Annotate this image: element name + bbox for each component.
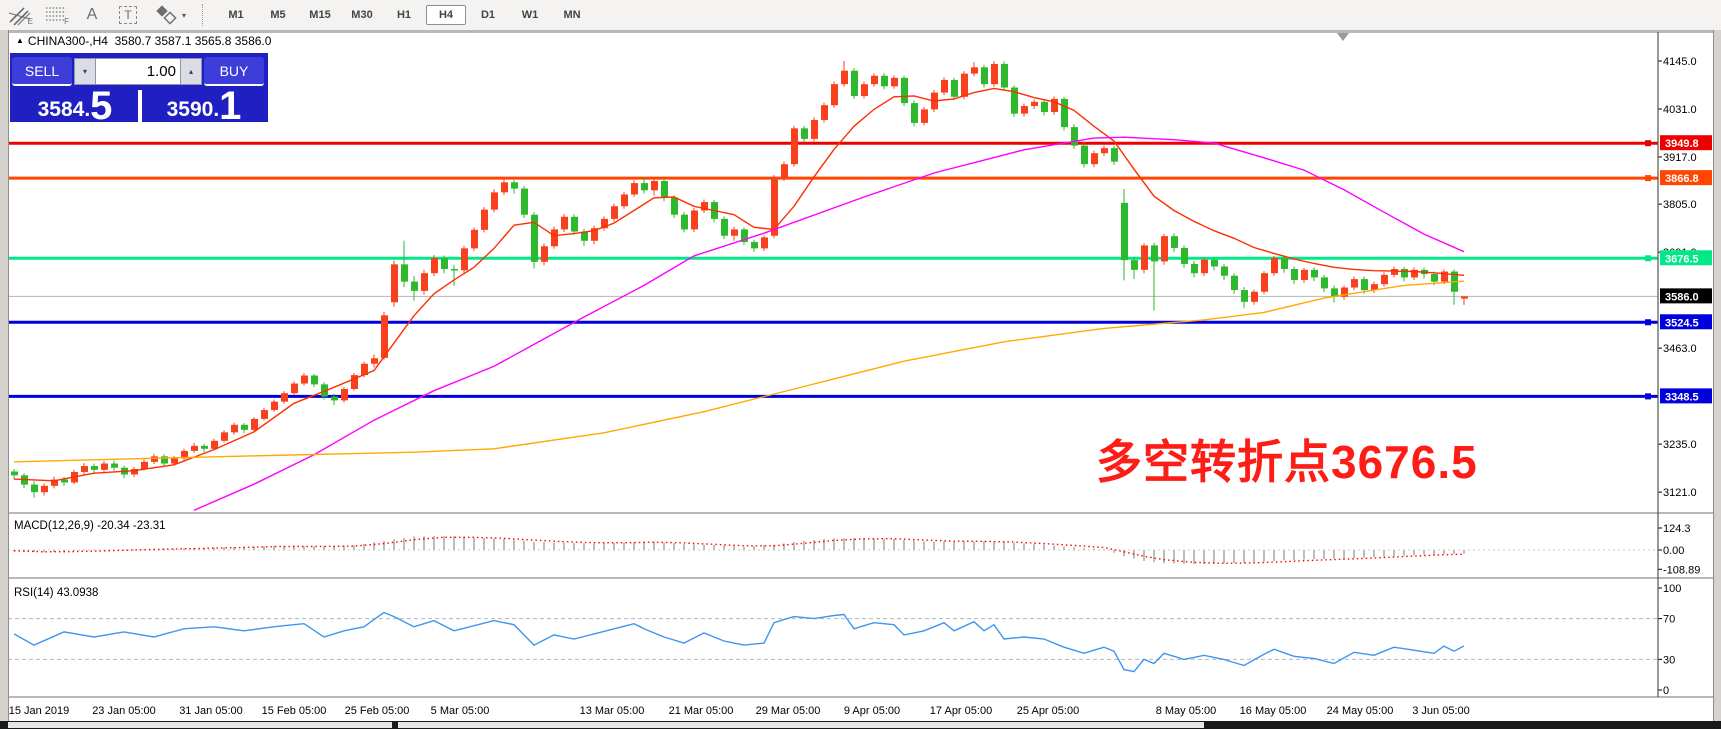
svg-text:4145.0: 4145.0	[1663, 56, 1697, 68]
svg-text:3524.5: 3524.5	[1665, 317, 1699, 329]
symbol-name: CHINA300-,H4	[27, 34, 108, 48]
buy-price[interactable]: 3590. 1	[142, 86, 266, 126]
svg-text:23 Jan 05:00: 23 Jan 05:00	[92, 705, 156, 717]
one-click-trading-panel: SELL ▾ ▴ BUY 3584.5 3590.1	[10, 53, 268, 126]
ma-slow-line	[13, 280, 1465, 463]
chart-shift-marker	[1337, 33, 1349, 41]
svg-text:3348.5: 3348.5	[1665, 391, 1699, 403]
fibonacci-icon[interactable]: F	[46, 7, 69, 26]
volume-increase-button[interactable]: ▴	[180, 58, 202, 85]
timeframe-w1[interactable]: W1	[521, 9, 539, 21]
symbol-ohlc-values: 3580.7 3587.1 3565.8 3586.0	[114, 34, 272, 48]
macd-label: MACD(12,26,9) -20.34 -23.31	[14, 520, 166, 532]
volume-decrease-button[interactable]: ▾	[74, 58, 96, 85]
svg-text:16 May 05:00: 16 May 05:00	[1240, 705, 1307, 717]
timeframe-h4[interactable]: H4	[426, 5, 466, 25]
text-label-icon[interactable]: A	[86, 6, 98, 23]
svg-text:9 Apr 05:00: 9 Apr 05:00	[844, 705, 900, 717]
sell-button[interactable]: SELL	[12, 57, 72, 86]
ma-medium-line	[193, 136, 1465, 511]
timeframe-d1[interactable]: D1	[480, 9, 496, 21]
svg-text:8 May 05:00: 8 May 05:00	[1156, 705, 1217, 717]
svg-text:3676.5: 3676.5	[1665, 253, 1699, 265]
svg-text:3586.0: 3586.0	[1665, 291, 1699, 303]
rsi-panel[interactable]	[8, 611, 1658, 673]
timeframe-m30[interactable]: M30	[351, 9, 373, 21]
svg-text:17 Apr 05:00: 17 Apr 05:00	[930, 705, 992, 717]
macd-panel[interactable]	[8, 535, 1658, 565]
status-bar	[0, 721, 1721, 729]
ma-fast-line	[13, 87, 1465, 482]
timeframe-bar: M1 M5 M15 M30 H1 H4 D1 W1 MN	[215, 5, 593, 25]
svg-text:13 Mar 05:00: 13 Mar 05:00	[580, 705, 645, 717]
status-segment	[398, 722, 1204, 728]
svg-text:29 Mar 05:00: 29 Mar 05:00	[756, 705, 821, 717]
right-scroll-strip[interactable]	[1713, 30, 1721, 722]
shapes-icon[interactable]: ▾	[148, 3, 192, 27]
svg-text:3235.0: 3235.0	[1663, 439, 1697, 451]
svg-text:3 Jun 05:00: 3 Jun 05:00	[1412, 705, 1470, 717]
svg-text:21 Mar 05:00: 21 Mar 05:00	[669, 705, 734, 717]
toolbar-separator	[202, 4, 209, 26]
svg-text:0: 0	[1663, 685, 1669, 697]
chart-annotation-text[interactable]: 多空转折点3676.5	[1096, 436, 1478, 488]
svg-text:3463.0: 3463.0	[1663, 343, 1697, 355]
price-axis[interactable]: 4145.04031.03917.03805.03691.03463.03235…	[1658, 56, 1712, 697]
svg-text:4031.0: 4031.0	[1663, 104, 1697, 116]
sell-price[interactable]: 3584. 5	[12, 86, 138, 126]
symbol-header: ▲ CHINA300-,H4 3580.7 3587.1 3565.8 3586.…	[16, 34, 271, 48]
svg-text:3805.0: 3805.0	[1663, 199, 1697, 211]
svg-text:0.00: 0.00	[1663, 545, 1684, 557]
svg-text:3917.0: 3917.0	[1663, 152, 1697, 164]
timeframe-m15[interactable]: M15	[309, 9, 331, 21]
text-box-icon[interactable]: T	[112, 3, 144, 27]
svg-text:31 Jan 05:00: 31 Jan 05:00	[179, 705, 243, 717]
equidistant-channel-icon[interactable]: E	[4, 3, 36, 27]
svg-text:70: 70	[1663, 614, 1675, 626]
timeframe-mn[interactable]: MN	[563, 9, 581, 21]
svg-text:3949.8: 3949.8	[1665, 138, 1699, 150]
svg-text:100: 100	[1663, 583, 1681, 595]
rsi-line	[13, 611, 1465, 673]
time-axis[interactable]: 15 Jan 2019 23 Jan 05:00 31 Jan 05:00 15 Fe…	[9, 705, 1470, 717]
main-price-panel[interactable]	[8, 33, 1658, 511]
candlesticks	[11, 61, 1468, 498]
svg-text:15 Feb 05:00: 15 Feb 05:00	[262, 705, 327, 717]
collapse-ohlc-icon[interactable]: ▲	[16, 36, 24, 45]
volume-input[interactable]	[96, 58, 180, 85]
svg-text:30: 30	[1663, 654, 1675, 666]
timeframe-m1[interactable]: M1	[228, 9, 244, 21]
svg-text:25 Feb 05:00: 25 Feb 05:00	[345, 705, 410, 717]
rsi-label: RSI(14) 43.0938	[14, 587, 99, 599]
status-segment	[8, 722, 392, 728]
toolbar: E F A T ▾ M1 M5 M15 M30 H1 H4 D1 W1 MN	[0, 0, 1721, 31]
svg-text:3866.8: 3866.8	[1665, 173, 1699, 185]
svg-text:24 May 05:00: 24 May 05:00	[1327, 705, 1394, 717]
svg-text:-108.89: -108.89	[1663, 564, 1700, 576]
timeframe-h1[interactable]: H1	[396, 9, 412, 21]
macd-signal-line	[13, 536, 1465, 565]
svg-text:5 Mar 05:00: 5 Mar 05:00	[431, 705, 490, 717]
svg-text:25 Apr 05:00: 25 Apr 05:00	[1017, 705, 1079, 717]
buy-button[interactable]: BUY	[204, 57, 264, 86]
left-frame-strip	[0, 30, 9, 722]
timeframe-m5[interactable]: M5	[270, 9, 286, 21]
svg-text:3121.0: 3121.0	[1663, 487, 1697, 499]
svg-text:124.3: 124.3	[1663, 523, 1691, 535]
svg-text:15 Jan 2019: 15 Jan 2019	[9, 705, 70, 717]
